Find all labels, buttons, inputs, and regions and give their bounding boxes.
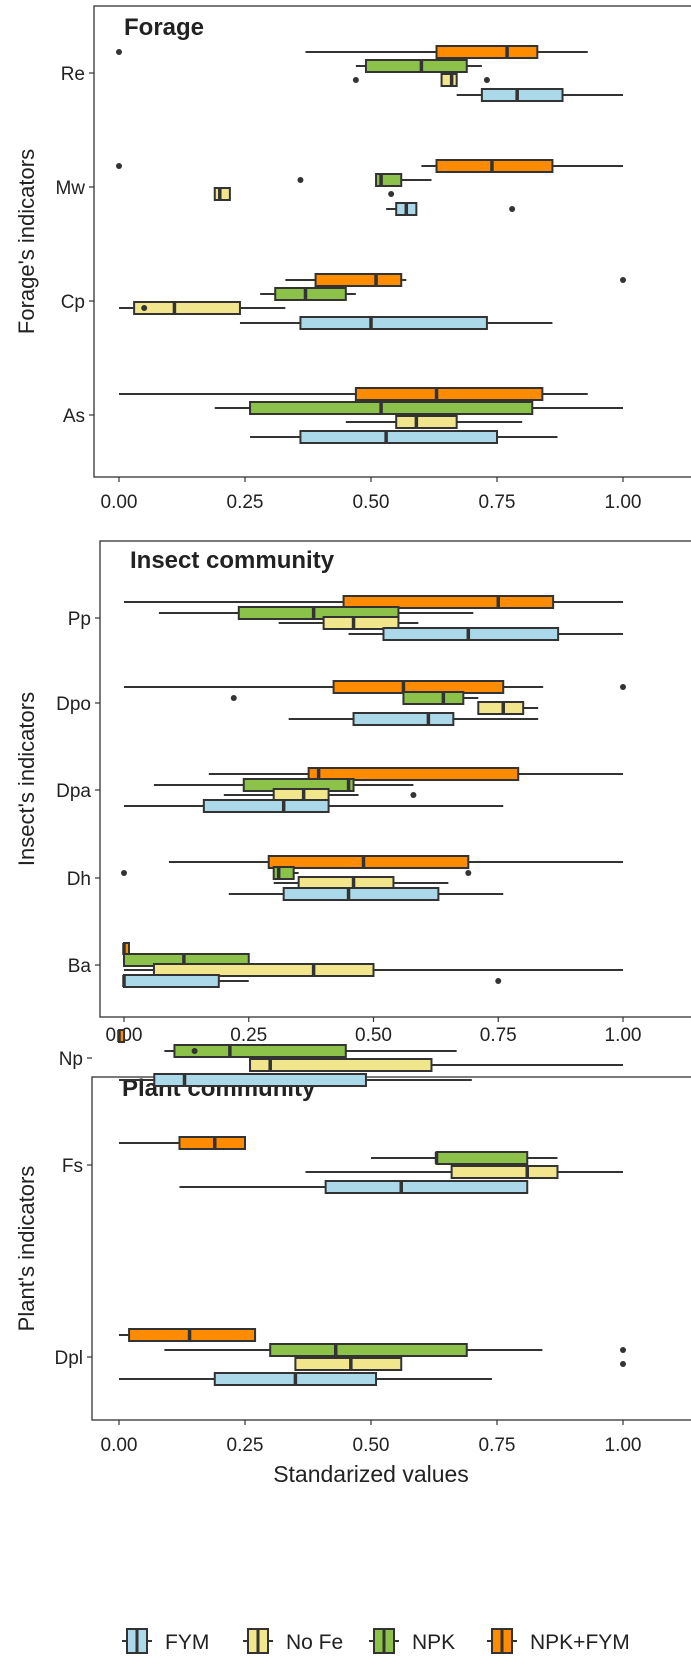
box-fym	[299, 316, 488, 330]
box-fym	[324, 1180, 529, 1194]
box-no-fe	[450, 1165, 559, 1179]
x-axis-label: Standarized values	[273, 1461, 469, 1487]
outlier-point	[495, 978, 502, 984]
box-no-fe	[249, 1058, 433, 1072]
outlier-point	[483, 77, 490, 83]
box-fym	[202, 799, 330, 813]
legend-label: No Fe	[286, 1631, 343, 1654]
box-npk	[173, 1044, 347, 1058]
panel-frame	[99, 540, 691, 1018]
y-tick-label: Dpa	[56, 781, 91, 802]
y-tick-label: Ba	[68, 956, 92, 977]
box-fym	[282, 887, 440, 901]
box-npk	[364, 59, 468, 73]
y-tick-label: As	[63, 406, 85, 427]
outlier-point	[141, 305, 148, 311]
box-npk	[274, 287, 347, 301]
outlier-point	[410, 792, 417, 798]
outlier-point	[116, 49, 122, 55]
outlier-point	[116, 163, 122, 169]
box-fym	[480, 88, 564, 102]
y-tick-label: Re	[61, 64, 85, 85]
legend-label: NPK	[412, 1631, 455, 1654]
x-tick-label: 0.50	[353, 492, 390, 513]
y-tick-label: Cp	[61, 292, 85, 313]
x-tick-label: 0.00	[101, 1435, 138, 1456]
y-axis-label: Insect's indicators	[14, 692, 39, 866]
y-tick-label: Mw	[55, 178, 85, 199]
box-fym	[382, 627, 560, 641]
x-tick-label: 0.25	[227, 492, 264, 513]
outlier-point	[509, 206, 516, 212]
y-tick-label: Fs	[62, 1156, 83, 1177]
x-tick-label: 0.00	[101, 492, 138, 513]
y-tick-label: Dh	[67, 869, 91, 890]
x-tick-label: 1.00	[605, 1435, 642, 1456]
panel-title: Forage	[124, 14, 204, 41]
box-no-fe	[152, 963, 375, 977]
panel-frame	[93, 5, 691, 478]
x-tick-label: 0.75	[479, 492, 516, 513]
y-axis-label: Forage's indicators	[14, 149, 39, 334]
box-npk	[402, 691, 465, 705]
box-npk-fym	[267, 855, 470, 869]
panel-title: Insect community	[130, 547, 335, 574]
box-npk-fym	[435, 159, 554, 173]
box-npk	[249, 401, 534, 415]
box-npk	[435, 1151, 529, 1165]
outlier-point	[620, 684, 626, 690]
box-npk-fym	[178, 1136, 246, 1150]
box-fym	[123, 974, 220, 988]
box-npk-fym	[435, 45, 539, 59]
x-tick-label: 0.50	[353, 1435, 390, 1456]
outlier-point	[230, 695, 237, 701]
x-tick-label: 0.25	[227, 1435, 264, 1456]
x-tick-label: 0.50	[355, 1025, 392, 1046]
y-axis-label: Plant's indicators	[14, 1166, 39, 1332]
box-fym	[153, 1073, 367, 1087]
box-npk-fym	[354, 387, 544, 401]
box-no-fe	[213, 187, 231, 201]
box-npk-fym	[307, 767, 520, 781]
box-npk-fym	[342, 595, 555, 609]
y-tick-label: Dpo	[56, 694, 91, 715]
outlier-point	[191, 1048, 198, 1054]
x-tick-label: 1.00	[605, 492, 642, 513]
outlier-point	[297, 177, 304, 183]
y-tick-label: Np	[59, 1049, 83, 1070]
outlier-point	[388, 191, 395, 197]
box-no-fe	[395, 415, 458, 429]
y-tick-label: Dpl	[54, 1348, 83, 1369]
legend-label: NPK+FYM	[530, 1631, 630, 1654]
outlier-point	[352, 77, 359, 83]
box-no-fe	[440, 73, 458, 87]
x-tick-label: 0.75	[480, 1025, 517, 1046]
panel-frame	[91, 1076, 691, 1421]
box-npk	[269, 1343, 468, 1357]
y-tick-label: Pp	[68, 609, 91, 630]
x-tick-label: 0.25	[230, 1025, 267, 1046]
box-npk-fym	[128, 1328, 257, 1342]
x-tick-label: 0.75	[479, 1435, 516, 1456]
box-no-fe	[477, 701, 525, 715]
legend-label: FYM	[165, 1631, 209, 1654]
box-no-fe	[294, 1357, 403, 1371]
box-npk	[272, 866, 295, 880]
x-tick-label: 1.00	[605, 1025, 642, 1046]
box-no-fe	[133, 301, 241, 315]
outlier-point	[620, 1361, 626, 1367]
box-no-fe	[322, 616, 400, 630]
outlier-point	[620, 1347, 626, 1353]
outlier-point	[121, 870, 127, 876]
box-npk-fym	[314, 273, 403, 287]
box-fym	[352, 712, 455, 726]
box-fym	[299, 430, 498, 444]
outlier-point	[465, 870, 472, 876]
outlier-point	[620, 277, 626, 283]
